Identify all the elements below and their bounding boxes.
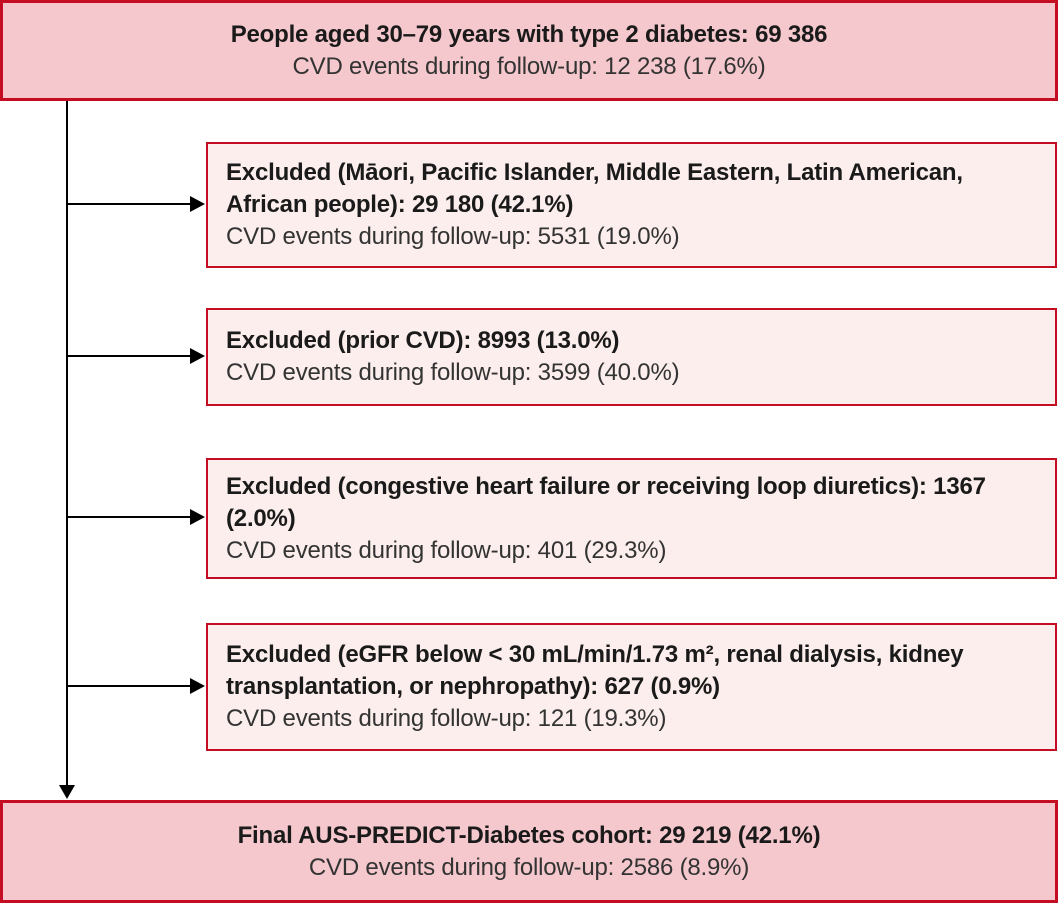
right-arrowhead-icon <box>190 348 205 364</box>
arrow-shaft <box>67 685 192 687</box>
exclusion-box-renal: Excluded (eGFR below < 30 mL/min/1.73 m²… <box>206 623 1057 751</box>
exclusion-box-ethnicity: Excluded (Māori, Pacific Islander, Middl… <box>206 142 1057 268</box>
exclusion-main-text: Excluded (prior CVD): 8993 (13.0%) <box>226 327 620 354</box>
arrow-shaft <box>67 355 192 357</box>
right-arrowhead-icon <box>190 509 205 525</box>
vertical-connector-line <box>66 101 68 787</box>
exclusion-main-text: Excluded (congestive heart failure or re… <box>226 472 986 532</box>
exclusion-main-text: Excluded (Māori, Pacific Islander, Middl… <box>226 159 963 218</box>
down-arrowhead-icon <box>59 785 75 799</box>
right-arrowhead-icon <box>190 196 205 212</box>
exclusion-cvd-text: CVD events during follow-up: 3599 (40.0%… <box>226 359 680 386</box>
right-arrowhead-icon <box>190 678 205 694</box>
population-cvd-text: CVD events during follow-up: 12 238 (17.… <box>292 52 766 80</box>
arrow-shaft <box>67 203 192 205</box>
population-box: People aged 30–79 years with type 2 diab… <box>0 0 1058 101</box>
exclusion-box-prior-cvd: Excluded (prior CVD): 8993 (13.0%) CVD e… <box>206 308 1057 406</box>
exclusion-box-heart-failure: Excluded (congestive heart failure or re… <box>206 458 1057 579</box>
final-cohort-cvd-text: CVD events during follow-up: 2586 (8.9%) <box>308 853 750 881</box>
exclusion-cvd-text: CVD events during follow-up: 121 (19.3%) <box>226 705 667 732</box>
population-main-text: People aged 30–79 years with type 2 diab… <box>230 20 828 48</box>
exclusion-cvd-text: CVD events during follow-up: 401 (29.3%) <box>226 536 667 564</box>
arrow-shaft <box>67 516 192 518</box>
exclusion-cvd-text: CVD events during follow-up: 5531 (19.0%… <box>226 223 680 250</box>
exclusion-main-text: Excluded (eGFR below < 30 mL/min/1.73 m²… <box>226 641 964 700</box>
final-cohort-box: Final AUS-PREDICT-Diabetes cohort: 29 21… <box>0 800 1058 903</box>
final-cohort-main-text: Final AUS-PREDICT-Diabetes cohort: 29 21… <box>237 821 821 849</box>
